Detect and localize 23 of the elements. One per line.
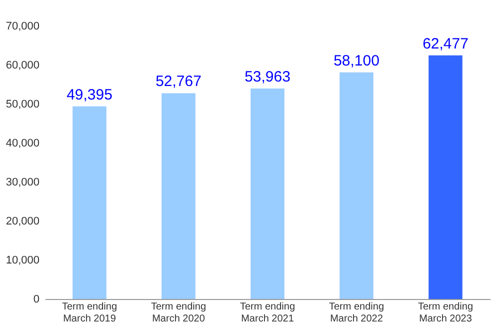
- y-tick-label: 20,000: [6, 216, 40, 228]
- y-tick-label: 70,000: [6, 20, 40, 32]
- y-tick-label: 30,000: [6, 176, 40, 188]
- bar: [340, 72, 374, 299]
- bar: [250, 88, 284, 299]
- data-label: 53,963: [244, 68, 290, 86]
- x-tick-label: Term ending March 2021: [240, 302, 296, 324]
- y-tick-label: 50,000: [6, 98, 40, 110]
- y-tick-label: 40,000: [6, 138, 40, 150]
- x-tick-label: Term ending March 2023: [418, 302, 474, 324]
- y-tick-label: 10,000: [6, 254, 40, 266]
- bar: [72, 106, 106, 299]
- data-label: 58,100: [334, 52, 380, 70]
- bar: [428, 55, 462, 299]
- y-tick-label: 0: [33, 294, 40, 306]
- x-tick-label: Term ending March 2019: [62, 302, 118, 324]
- x-tick-label: Term ending March 2020: [150, 302, 206, 324]
- bar: [162, 93, 196, 299]
- y-tick-label: 60,000: [6, 60, 40, 72]
- data-label: 52,767: [156, 73, 202, 90]
- data-label: 49,395: [66, 86, 112, 104]
- data-label: 62,477: [422, 35, 468, 52]
- x-tick-label: Term ending March 2022: [328, 302, 384, 324]
